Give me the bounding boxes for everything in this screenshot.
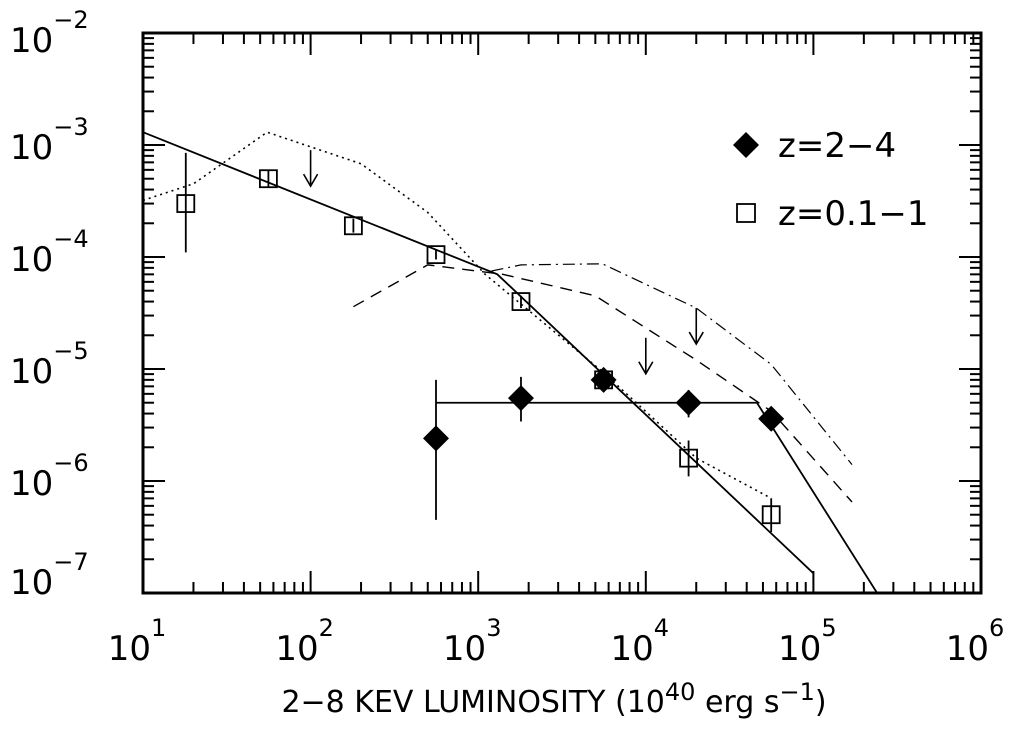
y-tick-label-exp: −2 <box>53 6 88 34</box>
x-tick-label-base: 10 <box>275 629 318 669</box>
y-tick-label-base: 10 <box>10 464 53 504</box>
x-tick-label-exp: 2 <box>319 614 334 642</box>
x-tick-label-exp: 1 <box>151 614 166 642</box>
y-tick-label-base: 10 <box>10 128 53 168</box>
x-tick-label-base: 10 <box>108 629 151 669</box>
x-axis-label-exp: 40 <box>665 678 696 706</box>
square-point <box>343 216 363 236</box>
square-point <box>511 292 531 311</box>
diamond-point <box>507 385 534 412</box>
x-tick-label: 101 <box>108 614 167 669</box>
x-tick-label: 106 <box>946 614 1005 669</box>
x-tick-label-base: 10 <box>946 629 989 669</box>
y-tick-label-exp: −4 <box>53 225 88 253</box>
y-tick-label-base: 10 <box>10 352 53 392</box>
square-point <box>258 169 278 189</box>
legend-label: z=2−4 <box>778 126 896 166</box>
square-point <box>679 448 698 468</box>
x-axis-label: 2−8 KEV LUMINOSITY (1040 erg s−1) <box>281 678 826 720</box>
x-tick-label-exp: 6 <box>989 614 1004 642</box>
x-tick-label-exp: 3 <box>486 614 501 642</box>
x-tick-label-base: 10 <box>443 629 486 669</box>
x-tick-label-base: 10 <box>611 629 654 669</box>
x-tick-label: 104 <box>611 614 670 669</box>
y-tick-label: 10−4 <box>10 225 89 280</box>
legend-square-marker <box>736 203 756 223</box>
legend-label: z=0.1−1 <box>778 194 929 234</box>
square-point <box>426 245 446 265</box>
x-tick-label-exp: 4 <box>654 614 669 642</box>
y-tick-label-exp: −3 <box>53 113 88 141</box>
diamond-point <box>675 389 702 416</box>
upper-limit-arrows <box>302 150 704 376</box>
legend-diamond-marker <box>733 132 759 158</box>
y-tick-label: 10−6 <box>10 449 89 504</box>
square-point <box>176 194 196 213</box>
axis-ticks <box>142 32 982 594</box>
model-curve-dotted <box>143 131 772 500</box>
y-tick-label-base: 10 <box>10 240 53 280</box>
square-point <box>594 370 613 390</box>
upper-limit-head <box>688 331 704 346</box>
x-tick-label: 102 <box>275 614 334 669</box>
y-tick-label: 10−2 <box>10 6 89 61</box>
model-curve-solid <box>756 402 878 593</box>
y-tick-label: 10−5 <box>10 337 89 392</box>
y-tick-label-base: 10 <box>10 21 53 61</box>
x-axis-label-exp2: −1 <box>779 678 814 706</box>
x-axis-label-middle: erg s <box>695 685 779 720</box>
legend: z=2−4 z=0.1−1 <box>733 126 929 234</box>
y-tick-label-base: 10 <box>10 563 53 603</box>
x-tick-label-exp: 5 <box>821 614 836 642</box>
y-tick-label-exp: −6 <box>53 449 88 477</box>
y-tick-label: 10−7 <box>10 548 89 603</box>
x-tick-label: 105 <box>778 614 837 669</box>
model-curve-solid <box>143 131 815 574</box>
y-tick-label: 10−3 <box>10 113 89 168</box>
upper-limit-head <box>638 361 654 376</box>
diamond-point <box>590 366 617 393</box>
diamond-point <box>422 425 449 452</box>
data-markers <box>176 169 785 525</box>
plot-frame <box>141 31 983 595</box>
y-tick-labels: 10−210−310−410−510−610−7 <box>10 6 89 603</box>
x-tick-label-base: 10 <box>778 629 821 669</box>
x-axis-label-prefix: 2−8 KEV LUMINOSITY (10 <box>281 685 664 720</box>
upper-limit-head <box>302 173 319 188</box>
x-axis-label-suffix: ) <box>815 685 827 720</box>
square-point <box>761 505 781 525</box>
y-tick-label-exp: −7 <box>53 548 88 576</box>
model-curve-dash-dot <box>491 263 853 465</box>
diamond-point <box>758 405 785 432</box>
x-tick-label: 103 <box>443 614 502 669</box>
y-tick-label-exp: −5 <box>53 337 88 365</box>
